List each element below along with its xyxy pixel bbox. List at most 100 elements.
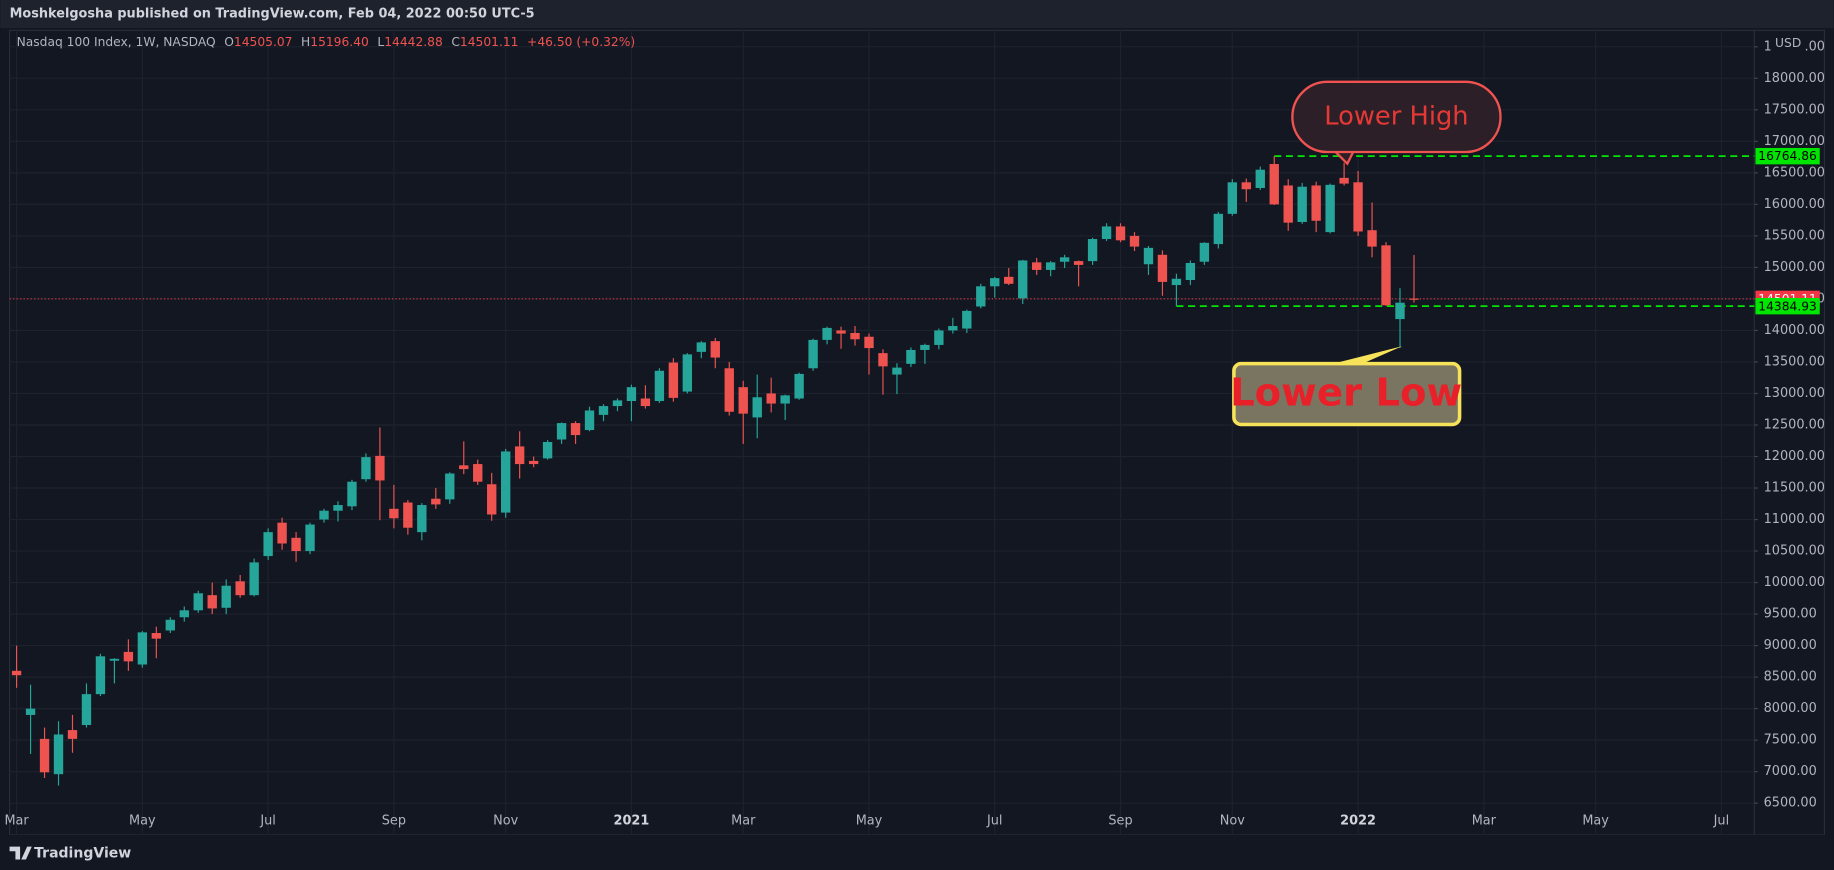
candle-body [417,505,427,533]
y-tick-label: 9000.00 [1764,638,1817,653]
candle-body [347,481,357,507]
grid [9,30,1755,834]
y-tick-label: 6500.00 [1764,796,1817,811]
candle-body [179,610,189,618]
candle-body [1381,245,1391,306]
x-tick-label: Jul [259,813,276,828]
candle-body [1241,182,1251,190]
y-tick-label: 11000.00 [1764,512,1825,527]
y-tick-label: 9500.00 [1764,607,1817,622]
candle-body [976,286,986,307]
candle-body [403,502,413,528]
brand-logo [9,846,32,860]
y-tick-label: 13500.00 [1764,354,1825,369]
brand: TradingView [34,846,131,862]
x-tick-label: 2021 [614,813,650,828]
candle-body [780,395,790,404]
candle-body [1004,276,1014,284]
candle-body [808,339,818,369]
candle-body [1339,177,1349,184]
candle-body [962,310,972,329]
legend-change: +46.50 (+0.32%) [527,35,635,49]
candle-body [654,370,665,402]
candle-body [640,398,651,407]
candle-body [193,593,203,611]
candle-body [1115,226,1126,241]
y-tick-label: 16000.00 [1764,197,1825,212]
y-tick-label: 12000.00 [1764,449,1825,464]
callout-bubble [1291,80,1502,154]
x-tick-label: Nov [493,813,518,828]
y-tick-label: 8500.00 [1764,670,1817,685]
candle-body [1395,302,1405,320]
candle-body [151,632,162,639]
callout-box [1232,361,1462,427]
candle-body [766,393,776,404]
candle-body [920,344,930,350]
legend-label: C [451,35,460,49]
candle-body [137,632,148,665]
candle-body [123,651,134,662]
candle-body [696,342,706,352]
candle-body [542,442,553,459]
candle-body [1199,242,1210,262]
candle-body [528,460,539,465]
candle-body [445,473,455,500]
top-bar [0,0,1834,29]
candle-body [1087,239,1098,262]
candle-body [67,730,78,739]
candle-body [1143,247,1154,265]
candle-body [361,457,371,480]
publisher-line: Moshkelgosha published on TradingView.co… [10,7,535,22]
candle-body [514,446,525,465]
candle-body [864,336,874,349]
candle-body [11,670,22,676]
x-tick-label: Sep [382,813,406,828]
candle-body [1045,262,1056,270]
candle-body [598,406,609,415]
x-tick-label: Mar [1472,813,1497,828]
candle-body [501,451,511,513]
y-tick-label: 16500.00 [1764,165,1825,180]
legend-label: H [301,35,310,49]
candle-body [1227,182,1237,214]
x-tick-label: Mar [731,813,756,828]
candle-body [612,400,623,407]
y-tick-label: 15000.00 [1764,260,1825,275]
candle-body [1409,298,1419,300]
candle-body [1101,226,1112,240]
candles [11,156,1419,786]
candle-body [584,410,595,431]
candle-body [906,349,916,364]
currency-box [1770,33,1806,53]
currency: USD [1775,36,1801,50]
candle-body [1255,169,1265,188]
x-tick-label: Jul [986,813,1003,828]
x-tick-label: Nov [1220,813,1245,828]
candle-body [207,595,217,609]
candle-body [1059,257,1070,262]
candle-body [1269,164,1279,205]
candle-body [1171,278,1182,286]
candle-body [794,373,804,399]
bottom-bar [0,834,1834,870]
candle-body [81,694,92,726]
y-tick-label: 7500.00 [1764,733,1817,748]
candle-body [305,524,315,552]
candle-body [319,510,329,520]
candle-body [752,397,762,418]
candle-body [291,537,301,552]
candle-body [850,332,860,340]
y-tick-label: 17000.00 [1764,134,1825,149]
candle-body [1325,184,1335,233]
price-tag [1755,147,1820,165]
legend-symbol: Nasdaq 100 Index, 1W, NASDAQ [17,35,216,49]
candle-body [375,455,385,481]
candle-body [1185,262,1196,281]
candle-body [1213,213,1224,245]
candle-body [682,354,693,392]
y-tick-label: 14000.00 [1764,323,1825,338]
